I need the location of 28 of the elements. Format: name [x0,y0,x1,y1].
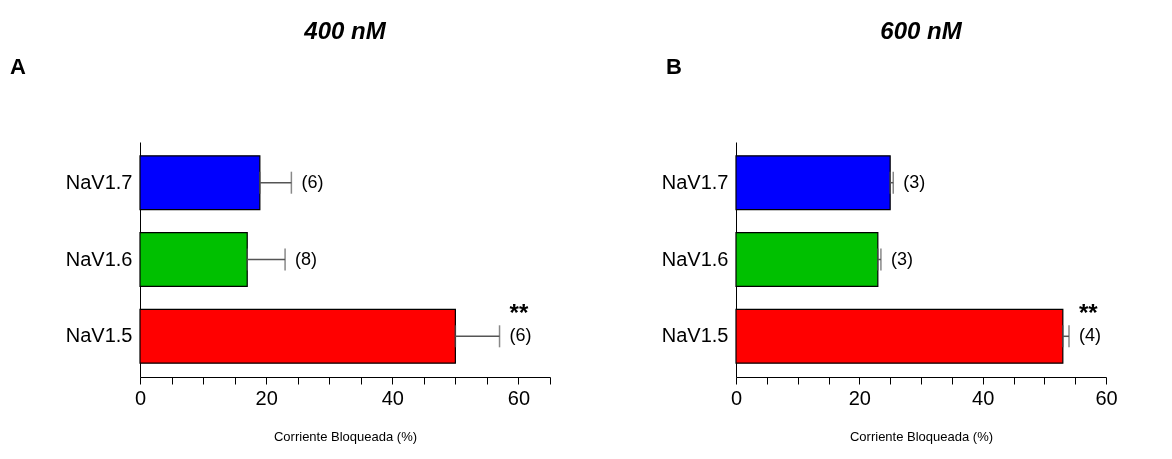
y-tick-label: NaV1.6 [65,247,133,270]
x-tick-label: 40 [972,386,995,409]
chart-title: 600 nM [880,17,963,44]
x-tick-label: 0 [730,386,743,409]
x-tick-label: 60 [507,386,531,409]
annotation: (6) [509,325,532,346]
x-tick-label: 40 [381,386,404,409]
annotation: ** [1079,299,1099,327]
y-tick-label: NaV1.5 [661,324,729,347]
y-tick-label: NaV1.6 [661,247,729,270]
annotation: (8) [295,248,318,269]
annotation: (4) [1079,325,1101,346]
annotation: ** [509,299,529,327]
x-axis-title: Corriente Bloqueada (%) [849,428,994,444]
chart-title: 400 nM [303,17,387,44]
text: A [10,54,26,79]
annotation: (3) [890,248,913,269]
y-tick-label: NaV1.7 [65,170,133,193]
x-tick-label: 20 [255,386,278,409]
x-tick-label: 60 [1095,386,1118,409]
x-tick-label: 0 [134,386,147,409]
annotation: (3) [903,171,926,192]
y-tick-label: NaV1.7 [661,170,729,193]
y-tick-label: NaV1.5 [65,324,133,347]
annotation: (6) [301,171,324,192]
x-tick-label: 20 [848,386,871,409]
text: B [666,54,682,79]
x-axis-title: Corriente Bloqueada (%) [273,428,418,444]
